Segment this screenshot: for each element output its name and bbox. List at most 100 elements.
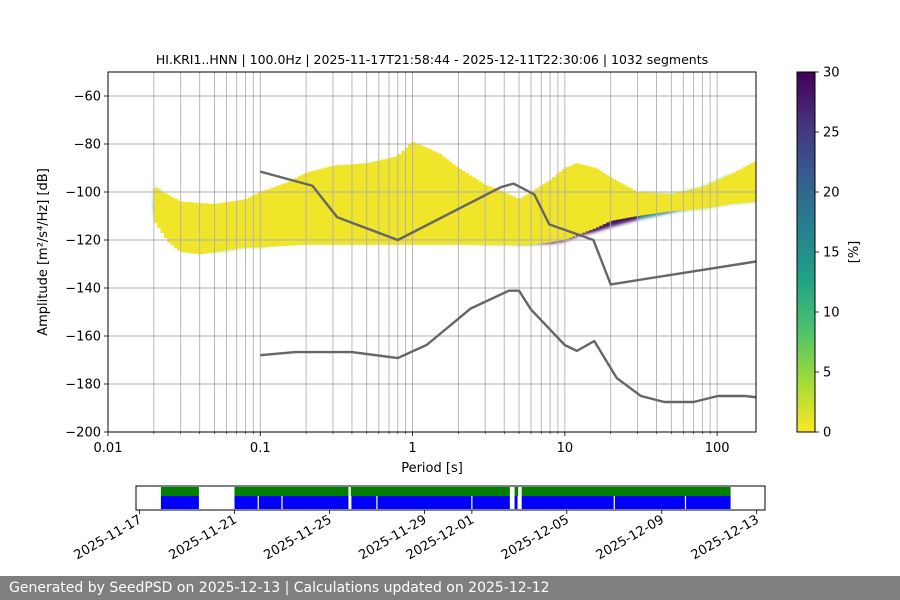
heatmap-column: [481, 183, 486, 245]
heatmap-column: [190, 202, 195, 254]
y-tick-label: −60: [74, 90, 101, 105]
heatmap-column: [301, 174, 305, 245]
heatmap-column: [270, 187, 275, 247]
heatmap-column: [321, 168, 326, 245]
heatmap-column: [418, 144, 423, 245]
heatmap-mode-cell: [622, 214, 627, 224]
colorbar-tick-label: 15: [823, 246, 840, 261]
colorbar-tick-label: 30: [823, 66, 840, 81]
heatmap-column: [555, 174, 560, 242]
heatmap-column: [354, 163, 359, 245]
heatmap-column: [682, 191, 687, 211]
heatmap-column: [264, 189, 269, 247]
heatmap-column: [495, 189, 500, 245]
timeline-frame: [135, 485, 766, 511]
heatmap-column: [244, 199, 249, 248]
heatmap-column: [488, 186, 493, 245]
heatmap-mode-cell: [602, 220, 607, 230]
heatmap-column: [404, 147, 409, 245]
timeline-tick-label: 2025-11-17: [72, 512, 145, 563]
heatmap-mode-cell: [625, 213, 630, 223]
timeline-tick-label: 2025-12-09: [594, 512, 667, 563]
heatmap-column: [675, 192, 680, 211]
heatmap-column: [615, 181, 620, 220]
heatmap-column: [227, 201, 232, 250]
heatmap-column: [518, 198, 523, 245]
heatmap-column: [327, 166, 332, 245]
heatmap-column: [732, 172, 737, 204]
colorbar-tick-label: 20: [823, 186, 840, 201]
segment-gap: [517, 496, 519, 509]
heatmap-column: [705, 184, 710, 208]
plot-frame: [107, 71, 757, 433]
timeline-bars: [160, 487, 731, 509]
plot-background: [108, 72, 756, 432]
x-axis-label: Period [s]: [401, 461, 463, 476]
heatmap-column: [505, 193, 510, 245]
heatmap-mode-cell: [628, 213, 633, 222]
heatmap-column: [367, 162, 372, 245]
heatmap-column: [521, 196, 526, 245]
colorbar-ticks: 0 5 10 15 20 25 30: [815, 66, 840, 441]
heatmap-column: [438, 153, 443, 245]
heatmap-column: [274, 186, 279, 247]
heatmap-column: [260, 191, 265, 248]
heatmap-column: [725, 175, 730, 205]
heatmap-column: [501, 191, 506, 245]
timeline-tick-label: 2025-12-05: [499, 512, 572, 563]
heatmap-column: [648, 192, 653, 215]
availability-bar: [514, 487, 519, 496]
heatmap-column: [602, 173, 607, 225]
heatmap-column: [394, 156, 399, 245]
segment-gap: [257, 496, 259, 509]
heatmap-column: [598, 170, 603, 226]
heatmap-column: [230, 201, 235, 250]
segment-gap: [684, 496, 687, 509]
heatmap-column: [575, 163, 580, 236]
heatmap-column: [337, 165, 342, 245]
heatmap-column: [428, 149, 433, 245]
heatmap-column: [214, 203, 219, 252]
heatmap-column: [434, 152, 439, 245]
heatmap-column: [180, 201, 185, 253]
heatmap-column: [595, 168, 600, 228]
availability-bar: [160, 487, 199, 496]
heatmap-column: [237, 200, 242, 249]
heatmap-mode-cell: [605, 219, 610, 228]
heatmap-column: [414, 143, 419, 245]
heatmap-column: [448, 161, 453, 245]
segment-bar: [234, 496, 349, 509]
heatmap-column: [685, 190, 690, 210]
heatmap-column: [485, 185, 489, 245]
heatmap-column: [173, 198, 178, 248]
y-axis-ticks: −200 −180 −160 −140 −120 −100 −80 −60: [65, 90, 108, 441]
heatmap-column: [468, 175, 473, 245]
grid-lines: [108, 72, 756, 432]
heatmap-column: [702, 186, 707, 209]
heatmap-column: [658, 193, 663, 213]
heatmap-column: [588, 166, 593, 231]
heatmap-column: [735, 170, 740, 204]
x-tick-label: 0.1: [250, 441, 271, 456]
heatmap-column: [729, 174, 734, 204]
x-tick-label: 0.01: [94, 441, 123, 456]
heatmap-column: [381, 159, 386, 245]
footer-banner: Generated by SeedPSD on 2025-12-13 | Cal…: [0, 576, 900, 600]
availability-bar: [234, 487, 349, 496]
noise-models: [259, 170, 756, 404]
heatmap-column: [605, 175, 610, 223]
heatmap-column: [250, 195, 255, 248]
heatmap-column: [491, 187, 496, 245]
heatmap-column: [361, 163, 366, 245]
heatmap-column: [525, 194, 530, 245]
segment-gap: [350, 496, 352, 509]
heatmap-mode-cell: [618, 215, 623, 225]
heatmap-column: [424, 147, 429, 245]
heatmap-column: [421, 146, 426, 245]
heatmap-column: [377, 160, 382, 245]
heatmap-column: [612, 179, 617, 221]
heatmap-column: [374, 160, 379, 245]
colorbar-gradient: [796, 71, 816, 433]
availability-bar: [350, 487, 510, 496]
heatmap-column: [572, 164, 576, 237]
